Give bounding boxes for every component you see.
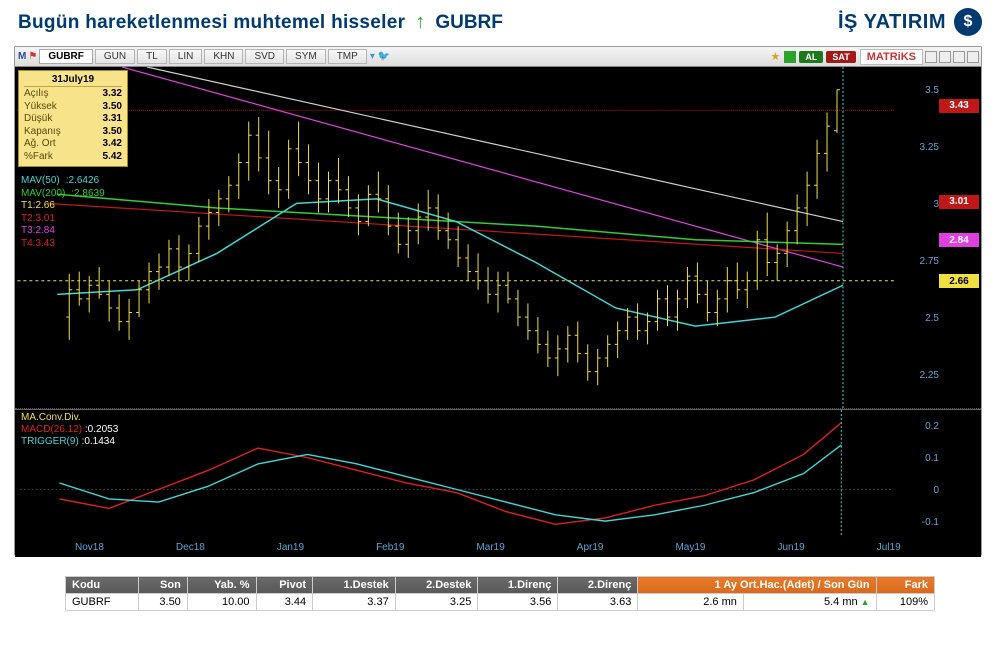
macd-label: MA.Conv.Div.: [21, 412, 118, 424]
col-header: Fark: [876, 577, 934, 594]
minimize-icon[interactable]: [925, 51, 937, 63]
y-tick: -0.1: [922, 517, 939, 528]
ma-label: MAV(50):2.6426: [21, 175, 105, 188]
cell: 3.56: [478, 594, 558, 611]
cell: 3.37: [313, 594, 396, 611]
y-tick: 2.75: [920, 256, 939, 267]
x-tick: Jun19: [777, 542, 804, 553]
ma-label: T1:2.66: [21, 200, 105, 213]
macd-chart[interactable]: MA.Conv.Div.MACD(26.12) :0.2053TRIGGER(9…: [15, 409, 981, 537]
price-flag: 3.01: [939, 195, 979, 209]
al-button[interactable]: AL: [799, 51, 823, 63]
info-row: %Fark5.42: [24, 151, 122, 164]
ma-label: T2:3.01: [21, 213, 105, 226]
price-flag: 2.66: [939, 274, 979, 288]
ma-label: T3:2.84: [21, 225, 105, 238]
matriks-brand: MATRiKS: [860, 49, 923, 65]
cell: 5.4 mn ▲: [743, 594, 876, 611]
chart-toolbar: M ⚑ GUBRF GUNTLLINKHNSVDSYMTMP ▾ 🐦 ★ AL …: [15, 47, 981, 67]
info-row: Açılış3.32: [24, 88, 122, 101]
toolbar-khn[interactable]: KHN: [204, 49, 243, 64]
close-icon[interactable]: [967, 51, 979, 63]
y-tick: 0: [933, 485, 939, 496]
green-square-icon[interactable]: [784, 51, 796, 63]
cell: 2.6 mn: [638, 594, 744, 611]
toolbar-tmp[interactable]: TMP: [328, 49, 367, 64]
macd-svg: [15, 410, 981, 537]
col-header: 1 Ay Ort.Hac.(Adet) / Son Gün: [638, 577, 876, 594]
symbol-input[interactable]: GUBRF: [39, 49, 93, 64]
flag-icon: ⚑: [28, 51, 37, 62]
restore-icon[interactable]: [953, 51, 965, 63]
toolbar-svd[interactable]: SVD: [245, 49, 284, 64]
maximize-icon[interactable]: [939, 51, 951, 63]
macd-label: TRIGGER(9) :0.1434: [21, 436, 118, 448]
macd-labels: MA.Conv.Div.MACD(26.12) :0.2053TRIGGER(9…: [21, 412, 118, 448]
y-tick: 2.5: [925, 313, 939, 324]
cell: 3.44: [256, 594, 313, 611]
toolbar-gun[interactable]: GUN: [95, 49, 135, 64]
ma-labels: MAV(50):2.6426MAV(200):2.8639T1:2.66T2:3…: [21, 175, 105, 250]
header-ticker: GUBRF: [435, 12, 503, 34]
macd-label: MACD(26.12) :0.2053: [21, 424, 118, 436]
x-tick: Jul19: [877, 542, 901, 553]
ohlc-info-box: 31July19 Açılış3.32Yüksek3.50Düşük3.31Ka…: [18, 70, 128, 167]
brand: İŞ YATIRIM $: [838, 8, 982, 36]
col-header: 2.Direnç: [558, 577, 638, 594]
x-tick: Feb19: [376, 542, 404, 553]
col-header: 1.Destek: [313, 577, 396, 594]
price-flag: 3.43: [939, 99, 979, 113]
toolbar-sym[interactable]: SYM: [286, 49, 326, 64]
col-header: Son: [139, 577, 188, 594]
x-tick: Dec18: [176, 542, 205, 553]
brand-logo-icon: $: [954, 8, 982, 36]
col-header: Pivot: [256, 577, 313, 594]
price-svg: [15, 67, 981, 408]
cell: 3.63: [558, 594, 638, 611]
cell: 10.00: [187, 594, 256, 611]
col-header: 2.Destek: [395, 577, 478, 594]
x-tick: Apr19: [577, 542, 604, 553]
x-tick: May19: [675, 542, 705, 553]
arrow-up-icon: ↑: [415, 11, 425, 34]
y-tick: 3.25: [920, 142, 939, 153]
chart-window: M ⚑ GUBRF GUNTLLINKHNSVDSYMTMP ▾ 🐦 ★ AL …: [14, 46, 982, 556]
cell: GUBRF: [66, 594, 139, 611]
x-tick: Nov18: [75, 542, 104, 553]
cell: 3.25: [395, 594, 478, 611]
m-icon: M: [18, 51, 26, 62]
ma-label: T4:3.43: [21, 238, 105, 251]
info-row: Ağ. Ort3.42: [24, 138, 122, 151]
price-chart[interactable]: 31July19 Açılış3.32Yüksek3.50Düşük3.31Ka…: [15, 67, 981, 409]
toolbar-lin[interactable]: LIN: [169, 49, 203, 64]
ma-label: MAV(200):2.8639: [21, 188, 105, 201]
x-axis: Nov18 Dec18 Jan19 Feb19 Mar19 Apr19 May19 Jun19…: [15, 537, 981, 557]
brand-text: İŞ YATIRIM: [838, 11, 946, 34]
info-row: Kapanış3.50: [24, 126, 122, 139]
info-row: Düşük3.31: [24, 113, 122, 126]
twitter-icon[interactable]: ▾ 🐦: [370, 51, 390, 62]
macd-y-axis: -0.1 0 0.1 0.2: [913, 410, 939, 537]
y-tick: 0.2: [925, 421, 939, 432]
price-y-axis: 2.252.52.7533.253.5: [913, 67, 939, 408]
price-flag: 2.84: [939, 233, 979, 247]
col-header: Yab. %: [187, 577, 256, 594]
info-row: Yüksek3.50: [24, 101, 122, 114]
summary-table: KoduSonYab. %Pivot1.Destek2.Destek1.Dire…: [65, 576, 935, 611]
y-tick: 0.1: [925, 453, 939, 464]
info-date: 31July19: [24, 74, 122, 87]
x-tick: Mar19: [476, 542, 504, 553]
cell: 109%: [876, 594, 934, 611]
page-title: Bugün hareketlenmesi muhtemel hisseler: [18, 12, 405, 34]
col-header: 1.Direnç: [478, 577, 558, 594]
sat-button[interactable]: SAT: [826, 51, 855, 63]
y-tick: 3.5: [925, 85, 939, 96]
col-header: Kodu: [66, 577, 139, 594]
star-icon[interactable]: ★: [770, 50, 780, 63]
x-tick: Jan19: [277, 542, 304, 553]
cell: 3.50: [139, 594, 188, 611]
y-tick: 2.25: [920, 370, 939, 381]
toolbar-tl[interactable]: TL: [137, 49, 167, 64]
